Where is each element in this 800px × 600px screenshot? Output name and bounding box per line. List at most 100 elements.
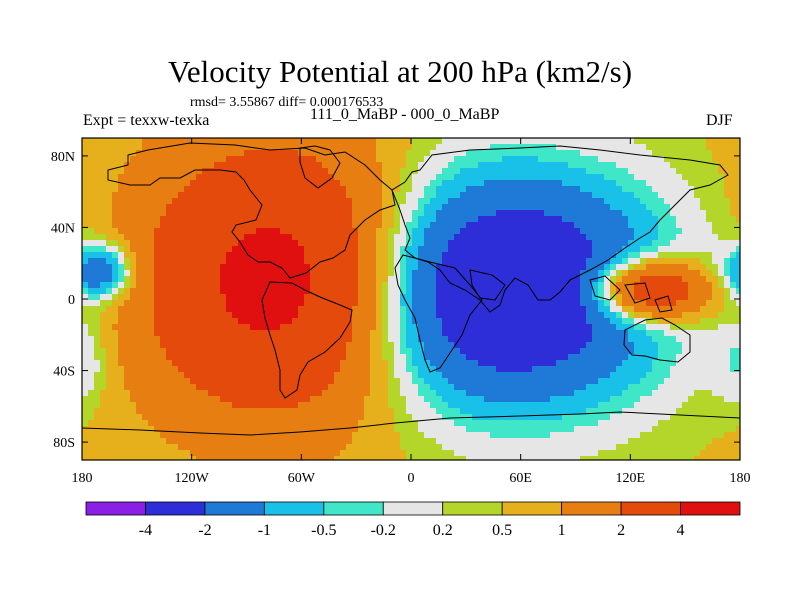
field-cell [334, 402, 341, 409]
field-cell [580, 162, 587, 169]
field-cell [316, 426, 323, 433]
field-cell [388, 426, 395, 433]
field-cell [178, 444, 185, 451]
field-cell [562, 174, 569, 181]
field-cell [292, 174, 299, 181]
field-cell [496, 450, 503, 457]
field-cell [166, 396, 173, 403]
field-cell [538, 372, 545, 379]
field-cell [514, 282, 521, 289]
field-cell [496, 162, 503, 169]
field-cell [418, 156, 425, 163]
field-cell [118, 396, 125, 403]
field-cell [502, 420, 509, 427]
field-cell [130, 156, 137, 163]
field-cell [382, 288, 389, 295]
field-cell [616, 222, 623, 229]
field-cell [244, 402, 251, 409]
field-cell [400, 318, 407, 325]
field-cell [142, 150, 149, 157]
field-cell [166, 240, 173, 247]
field-cell [574, 252, 581, 259]
field-cell [166, 150, 173, 157]
field-cell [334, 270, 341, 277]
field-cell [226, 144, 233, 151]
field-cell [616, 228, 623, 235]
field-cell [514, 456, 521, 461]
field-cell [238, 264, 245, 271]
field-cell [262, 246, 269, 253]
field-cell [466, 138, 473, 145]
field-cell [424, 456, 431, 461]
field-cell [334, 456, 341, 461]
field-cell [562, 366, 569, 373]
field-cell [424, 342, 431, 349]
field-cell [592, 294, 599, 301]
field-cell [136, 294, 143, 301]
field-cell [226, 210, 233, 217]
field-cell [598, 384, 605, 391]
field-cell [556, 258, 563, 265]
field-cell [142, 324, 149, 331]
field-cell [364, 324, 371, 331]
field-cell [316, 360, 323, 367]
field-cell [496, 378, 503, 385]
field-cell [544, 366, 551, 373]
field-cell [232, 456, 239, 461]
field-cell [160, 282, 167, 289]
field-cell [502, 336, 509, 343]
field-cell [346, 204, 353, 211]
field-cell [208, 336, 215, 343]
field-cell [508, 336, 515, 343]
field-cell [520, 138, 527, 145]
field-cell [226, 186, 233, 193]
field-cell [208, 240, 215, 247]
field-cell [148, 414, 155, 421]
field-cell [286, 318, 293, 325]
field-cell [514, 396, 521, 403]
field-cell [322, 138, 329, 145]
field-cell [412, 270, 419, 277]
field-cell [238, 396, 245, 403]
field-cell [478, 288, 485, 295]
field-cell [496, 282, 503, 289]
field-cell [496, 402, 503, 409]
field-cell [406, 138, 413, 145]
field-cell [136, 234, 143, 241]
field-cell [100, 234, 107, 241]
field-cell [208, 252, 215, 259]
field-cell [118, 150, 125, 157]
field-cell [322, 450, 329, 457]
field-cell [574, 306, 581, 313]
field-cell [178, 150, 185, 157]
field-cell [610, 240, 617, 247]
field-cell [382, 450, 389, 457]
field-cell [514, 336, 521, 343]
field-cell [616, 156, 623, 163]
field-cell [454, 306, 461, 313]
field-cell [556, 342, 563, 349]
field-cell [454, 426, 461, 433]
field-cell [340, 150, 347, 157]
field-cell [244, 150, 251, 157]
field-cell [304, 450, 311, 457]
field-cell [274, 270, 281, 277]
field-cell [148, 228, 155, 235]
field-cell [484, 222, 491, 229]
field-cell [550, 288, 557, 295]
field-cell [490, 360, 497, 367]
field-cell [598, 222, 605, 229]
field-cell [214, 288, 221, 295]
field-cell [82, 354, 89, 361]
field-cell [622, 246, 629, 253]
field-cell [562, 396, 569, 403]
field-cell [376, 456, 383, 461]
field-cell [280, 252, 287, 259]
field-cell [520, 378, 527, 385]
field-cell [352, 144, 359, 151]
field-cell [364, 426, 371, 433]
field-cell [598, 210, 605, 217]
field-cell [388, 162, 395, 169]
field-cell [322, 186, 329, 193]
field-cell [496, 138, 503, 145]
